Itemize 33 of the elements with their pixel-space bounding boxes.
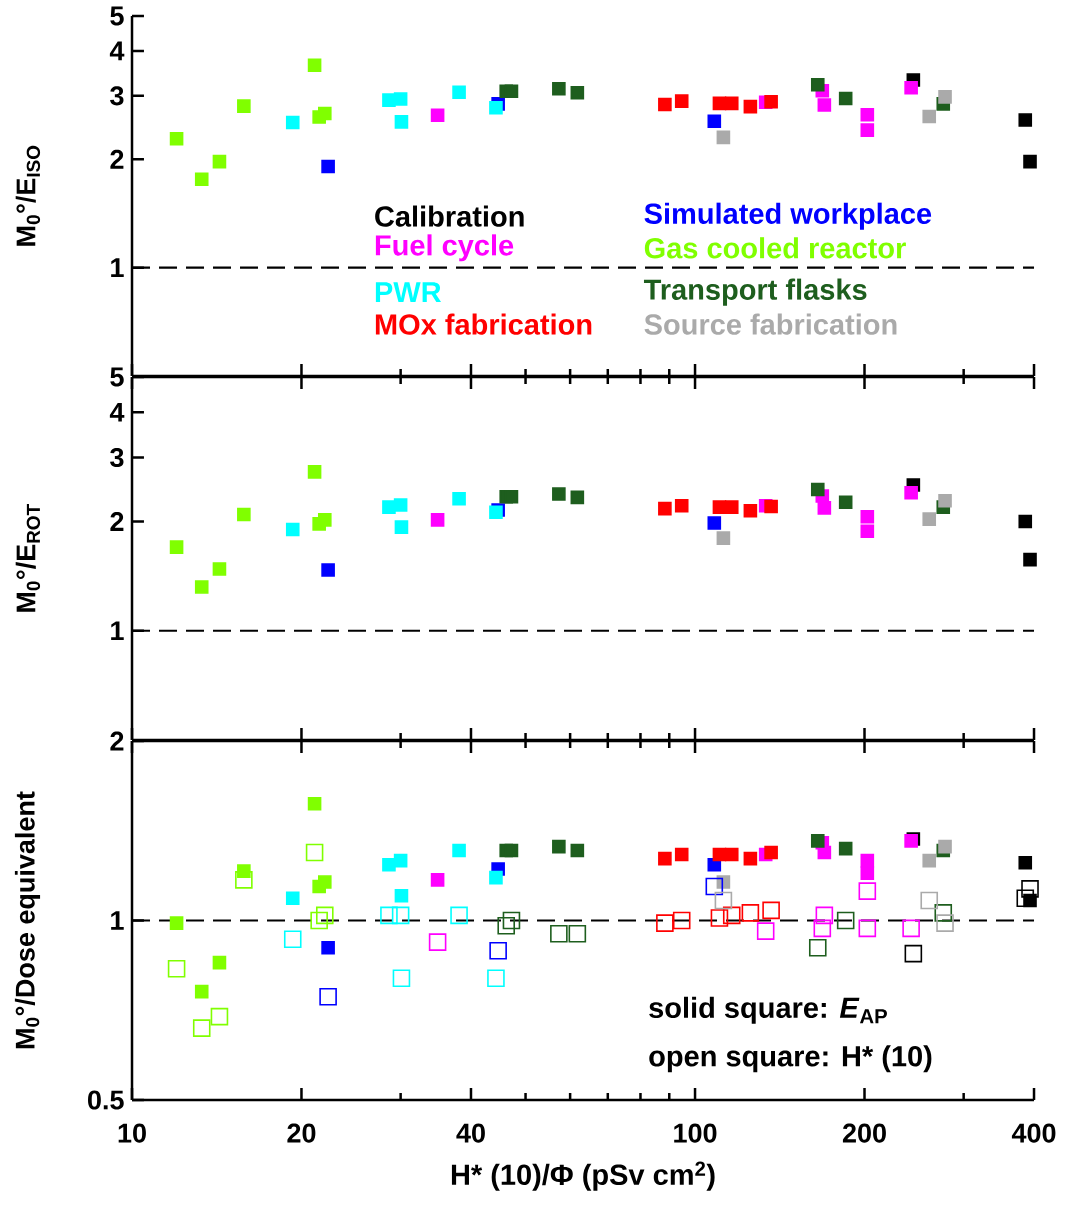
y-tick-label: 3 <box>110 86 124 106</box>
text: Gas cooled reactor <box>644 237 906 259</box>
y-tick-label: 1 <box>111 621 124 641</box>
x-tick-label: 400 <box>1011 1123 1056 1143</box>
text: Transport flasks <box>643 278 867 306</box>
y-tick-label: 2 <box>110 512 124 531</box>
x-tick-label: 20 <box>287 1123 316 1143</box>
y-tick-label: 5 <box>110 367 124 387</box>
x-axis-title: H* (10)/Φ (pSv cm$^{2}$) <box>451 1161 715 1191</box>
text: MOx fabrication <box>375 313 592 335</box>
text: PWR <box>375 282 442 303</box>
y-tick-label: 5 <box>110 6 124 26</box>
y-tick-label: 1 <box>111 911 124 930</box>
y-tick-label: 0.5 <box>88 1090 124 1110</box>
y-tick-label: 2 <box>110 149 124 169</box>
text: Calibration <box>375 205 524 227</box>
x-tick-label: 10 <box>118 1123 146 1143</box>
x-tick-label: 40 <box>456 1123 485 1143</box>
y-tick-label: 3 <box>110 447 124 468</box>
text: Source fabrication <box>644 313 897 335</box>
y-tick-label: 2 <box>110 731 124 751</box>
y-tick-label: 1 <box>111 258 124 277</box>
text: Simulated workplace <box>644 202 932 230</box>
y-axis-title: M$_{0}$°/E$_{ISO}$ <box>15 145 41 246</box>
y-axis-title: M$_{0}$°/E$_{ROT}$ <box>15 504 41 612</box>
annotation: open square: H* (10) <box>649 1045 932 1073</box>
x-tick-label: 100 <box>674 1123 717 1143</box>
text: Fuel cycle <box>375 234 514 262</box>
y-axis-title: M$_{0}$°/Dose equivalent <box>14 791 41 1049</box>
y-tick-label: 4 <box>109 402 125 422</box>
annotation: solid square: E$_{AP}$ <box>649 996 887 1024</box>
x-tick-label: 200 <box>842 1123 886 1143</box>
y-tick-label: 4 <box>109 41 125 61</box>
